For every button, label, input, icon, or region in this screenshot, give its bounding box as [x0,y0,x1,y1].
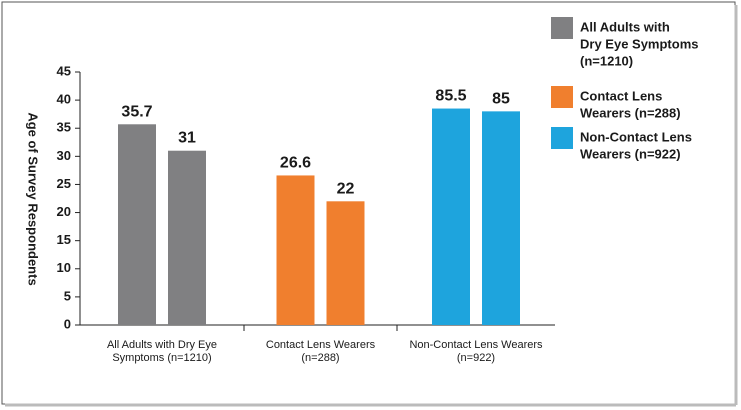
y-tick-label: 10 [57,260,71,275]
x-tick-label: Non-Contact Lens Wearers [409,339,543,351]
legend-label: Dry Eye Symptoms [580,36,699,51]
bar-label: 85.5 [435,88,466,105]
y-tick-label: 25 [57,176,71,191]
legend-label: Wearers (n=922) [580,146,681,161]
bar-label: 31 [178,130,196,147]
y-tick-label: 30 [57,148,71,163]
y-tick-label: 0 [64,316,71,331]
bar-label: 26.6 [280,154,311,171]
x-tick-label: (n=922) [457,352,495,364]
bar-label: 35.7 [121,103,152,120]
legend-label: Non-Contact Lens [580,129,692,144]
legend-swatch [551,86,573,108]
x-tick-label: Symptoms (n=1210) [112,352,211,364]
y-tick-label: 40 [57,92,71,107]
bar [168,150,206,325]
y-tick-label: 45 [57,63,71,78]
x-tick-label: All Adults with Dry Eye [107,339,217,351]
legend-swatch [551,127,573,149]
bar [118,124,156,325]
y-tick-label: 5 [64,288,71,303]
x-tick-label: (n=288) [301,352,339,364]
legend-label: All Adults with [580,19,670,34]
bar [326,201,365,325]
bar-label: 85 [492,90,510,107]
y-tick-label: 15 [57,232,71,247]
legend-label: Contact Lens [580,88,662,103]
bar [482,111,520,325]
legend-label: Wearers (n=288) [580,105,681,120]
bar-label: 22 [337,180,355,197]
bar [276,175,315,325]
y-tick-label: 35 [57,120,71,135]
y-tick-label: 20 [57,204,71,219]
legend-label: (n=1210) [580,53,633,68]
legend-swatch [551,17,573,39]
x-tick-label: Contact Lens Wearers [266,339,376,351]
bar [432,108,470,326]
y-axis-label: Age of Survey Respondents [26,112,41,285]
